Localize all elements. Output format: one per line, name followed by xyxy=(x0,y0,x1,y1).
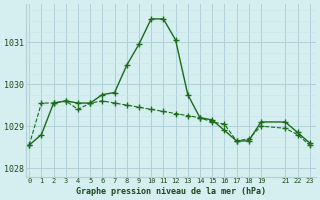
X-axis label: Graphe pression niveau de la mer (hPa): Graphe pression niveau de la mer (hPa) xyxy=(76,187,266,196)
